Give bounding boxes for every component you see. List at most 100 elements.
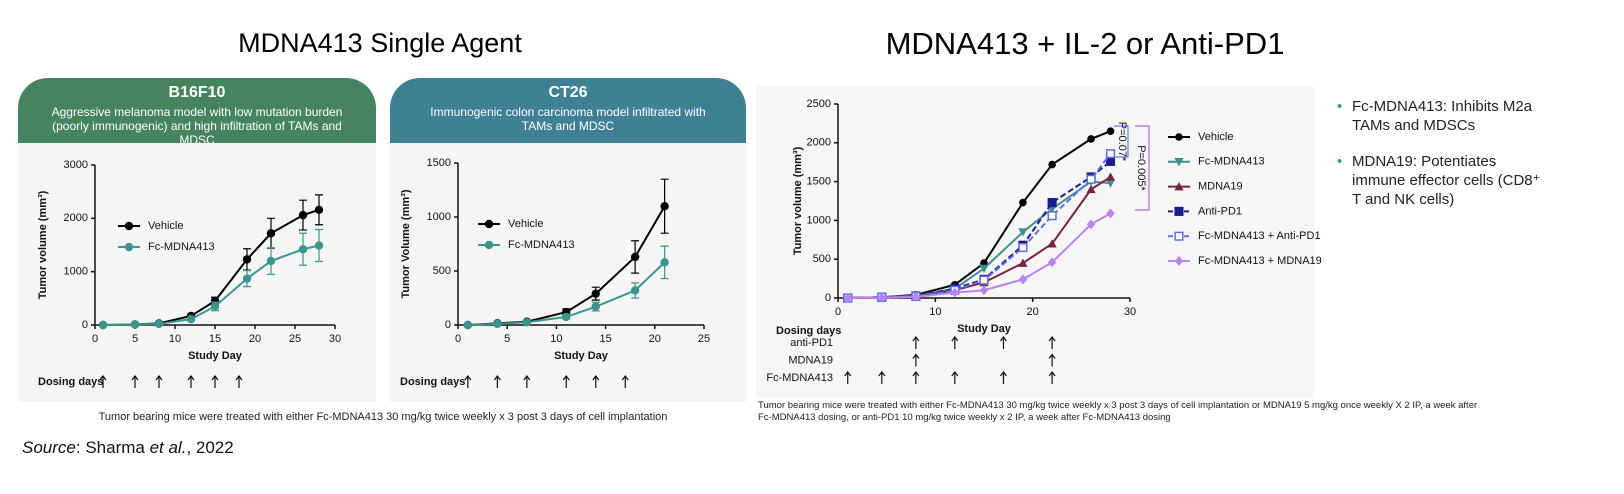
x-tick-label: 15 (209, 333, 221, 345)
marker (298, 245, 308, 254)
dosing-arrow (878, 371, 886, 384)
x-axis-label: Study Day (188, 350, 243, 362)
legend-marker (124, 242, 134, 252)
marker (1048, 160, 1056, 169)
dosing-arrow (187, 375, 195, 388)
y-tick-label: 2500 (807, 98, 831, 110)
dosing-arrow (912, 371, 920, 384)
marker (660, 258, 669, 267)
dosing-arrow (464, 375, 472, 388)
y-tick-label: 0 (445, 319, 451, 331)
marker (1047, 257, 1057, 268)
legend-label: MDNA19 (1198, 181, 1243, 193)
legend-marker (1174, 231, 1184, 241)
panel-header: B16F10 Aggressive melanoma model with lo… (18, 78, 376, 147)
panel-bg (390, 143, 746, 402)
marker (1105, 172, 1116, 181)
marker (493, 319, 502, 329)
caption: Tumor bearing mice were treated with eit… (98, 411, 668, 423)
y-tick-label: 0 (825, 292, 831, 304)
x-tick-label: 20 (1027, 306, 1039, 318)
marker (1105, 156, 1116, 166)
x-tick-label: 0 (835, 306, 841, 318)
x-tick-label: 30 (1124, 306, 1136, 318)
y-axis-label: Tumor volume (mm³) (37, 190, 49, 299)
marker (1018, 228, 1028, 237)
marker (877, 292, 886, 303)
dosing-arrow (951, 336, 959, 349)
section-title: MDNA413 + IL-2 or Anti-PD1 (885, 26, 1285, 61)
marker (463, 320, 473, 330)
panel-title: B16F10 (168, 84, 226, 101)
source-part: , 2022 (186, 438, 234, 457)
dosing-label: Dosing days (776, 325, 841, 337)
y-tick-label: 0 (82, 319, 88, 331)
marker (591, 289, 600, 298)
marker (1086, 219, 1096, 230)
x-tick-label: 20 (249, 333, 261, 345)
dosing-row-label: Fc-MDNA413 (766, 372, 833, 384)
x-axis-label: Study Day (957, 323, 1012, 335)
source-part: Source (22, 438, 76, 457)
marker (298, 210, 308, 220)
source-part: : Sharma (75, 438, 150, 457)
dosing-arrow (621, 375, 629, 388)
legend-label: Anti-PD1 (1198, 205, 1242, 217)
legend-marker (484, 240, 494, 250)
y-axis-label: Tumor Volume (mm³) (400, 189, 412, 298)
legend-marker (1174, 182, 1184, 191)
annotation: P=0.005* (1135, 145, 1147, 191)
marker (186, 314, 196, 324)
bullet: MDNA19: Potentiates immune effector cell… (1337, 152, 1552, 209)
marker (1018, 243, 1028, 253)
marker (591, 302, 600, 311)
x-tick-label: 25 (698, 333, 710, 345)
marker (1105, 179, 1116, 188)
legend-label: Vehicle (148, 220, 183, 232)
dosing-arrow (1048, 336, 1056, 349)
legend-label: Fc-MDNA413 + Anti-PD1 (1198, 230, 1321, 242)
marker (979, 264, 989, 274)
y-tick-label: 500 (813, 253, 831, 265)
bracket (1114, 125, 1129, 158)
x-tick-label: 10 (169, 333, 181, 345)
marker (522, 318, 532, 327)
dosing-arrow (592, 375, 600, 388)
dosing-label: Dosing days (400, 376, 465, 388)
x-tick-label: 25 (289, 333, 301, 345)
bracket (1135, 125, 1150, 211)
dosing-arrow (1048, 353, 1056, 367)
marker (1105, 149, 1116, 159)
legend-label: Fc-MDNA413 (1198, 156, 1265, 168)
legend-marker (1174, 256, 1184, 266)
y-tick-label: 1000 (807, 214, 831, 226)
dosing-row-label: MDNA19 (788, 354, 833, 366)
marker (660, 202, 669, 211)
marker (1087, 135, 1095, 143)
y-tick-label: 2000 (64, 212, 88, 224)
marker (1019, 198, 1027, 207)
dosing-arrow (844, 371, 852, 384)
x-tick-label: 30 (329, 333, 341, 345)
marker (98, 320, 108, 330)
x-tick-label: 5 (504, 333, 510, 345)
marker (266, 229, 276, 238)
marker (1047, 239, 1057, 248)
marker (242, 255, 252, 264)
x-tick-label: 5 (132, 333, 138, 345)
legend-marker (1175, 133, 1183, 141)
y-tick-label: 1500 (427, 157, 451, 169)
legend-marker (1174, 158, 1184, 167)
x-tick-label: 10 (929, 306, 941, 318)
y-tick-label: 1000 (64, 266, 88, 278)
legend-label: Vehicle (508, 218, 543, 230)
dosing-label: Dosing days (38, 376, 103, 388)
panel-subtitle: Aggressive melanoma model with low mutat… (51, 105, 343, 147)
series-line (847, 153, 1112, 299)
marker (1106, 208, 1115, 219)
dosing-arrow (155, 375, 163, 388)
dosing-arrow (912, 336, 920, 349)
marker (1086, 184, 1096, 194)
x-tick-label: 15 (599, 333, 611, 345)
